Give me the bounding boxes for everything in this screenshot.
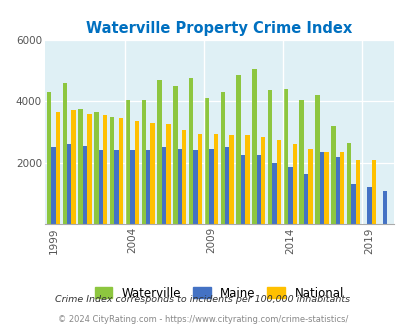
- Bar: [94, 112, 98, 224]
- Bar: [209, 149, 213, 224]
- Bar: [157, 80, 161, 224]
- Bar: [355, 160, 359, 224]
- Bar: [150, 123, 154, 224]
- Bar: [288, 167, 292, 224]
- Bar: [114, 150, 119, 224]
- Bar: [197, 134, 202, 224]
- Bar: [350, 184, 355, 224]
- Title: Waterville Property Crime Index: Waterville Property Crime Index: [86, 21, 352, 36]
- Bar: [47, 92, 51, 224]
- Bar: [126, 100, 130, 224]
- Text: Crime Index corresponds to incidents per 100,000 inhabitants: Crime Index corresponds to incidents per…: [55, 295, 350, 304]
- Bar: [98, 150, 103, 224]
- Bar: [213, 134, 217, 224]
- Bar: [204, 98, 209, 224]
- Bar: [229, 135, 233, 224]
- Bar: [382, 190, 386, 224]
- Bar: [260, 137, 265, 224]
- Bar: [236, 75, 240, 224]
- Bar: [303, 174, 307, 224]
- Bar: [252, 69, 256, 224]
- Bar: [119, 118, 123, 224]
- Bar: [78, 109, 83, 224]
- Text: © 2024 CityRating.com - https://www.cityrating.com/crime-statistics/: © 2024 CityRating.com - https://www.city…: [58, 315, 347, 324]
- Bar: [267, 90, 272, 224]
- Bar: [330, 126, 335, 224]
- Bar: [130, 150, 134, 224]
- Bar: [103, 115, 107, 224]
- Bar: [51, 148, 55, 224]
- Bar: [71, 111, 76, 224]
- Bar: [366, 187, 371, 224]
- Bar: [141, 100, 145, 224]
- Bar: [193, 150, 197, 224]
- Bar: [245, 135, 249, 224]
- Bar: [220, 92, 224, 224]
- Bar: [240, 155, 245, 224]
- Legend: Waterville, Maine, National: Waterville, Maine, National: [90, 282, 348, 305]
- Bar: [181, 130, 186, 224]
- Bar: [256, 155, 260, 224]
- Bar: [67, 144, 71, 224]
- Bar: [319, 152, 323, 224]
- Bar: [307, 149, 312, 224]
- Bar: [299, 100, 303, 224]
- Bar: [188, 78, 193, 224]
- Bar: [145, 150, 150, 224]
- Bar: [134, 121, 139, 224]
- Bar: [315, 95, 319, 224]
- Bar: [346, 143, 350, 224]
- Bar: [283, 89, 288, 224]
- Bar: [224, 148, 229, 224]
- Bar: [292, 144, 296, 224]
- Bar: [173, 86, 177, 224]
- Bar: [339, 152, 343, 224]
- Bar: [276, 140, 281, 224]
- Bar: [62, 83, 67, 224]
- Bar: [55, 112, 60, 224]
- Bar: [166, 124, 170, 224]
- Bar: [83, 146, 87, 224]
- Bar: [323, 152, 328, 224]
- Bar: [87, 114, 92, 224]
- Bar: [110, 116, 114, 224]
- Bar: [335, 157, 339, 224]
- Bar: [272, 163, 276, 224]
- Bar: [161, 148, 166, 224]
- Bar: [371, 160, 375, 224]
- Bar: [177, 149, 181, 224]
